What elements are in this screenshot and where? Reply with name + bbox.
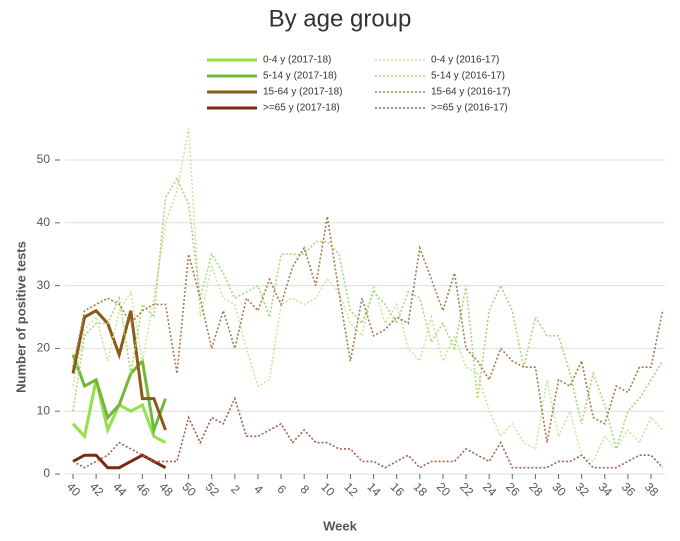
series-line (71, 308, 167, 431)
chart-title: By age group (269, 5, 412, 32)
x-tick-label: 34 (596, 480, 616, 500)
x-tick-label: 42 (87, 480, 107, 500)
legend-label: 15-64 y (2016-17) (431, 87, 511, 98)
y-tick-label: 20 (37, 341, 51, 355)
y-tick-label: 50 (37, 152, 51, 166)
x-axis-label: Week (323, 518, 357, 533)
x-tick-label: 22 (457, 480, 477, 500)
y-axis-label: Number of positive tests (13, 241, 28, 393)
x-tick-label: 28 (526, 480, 546, 500)
legend-label: 0-4 y (2017-18) (263, 55, 331, 66)
y-tick-label: 40 (37, 215, 51, 229)
y-tick-label: 10 (37, 403, 51, 417)
series-line (72, 216, 664, 443)
x-tick-label: 2 (228, 482, 243, 497)
x-tick-label: 36 (619, 480, 639, 500)
x-tick-label: 44 (110, 480, 130, 500)
legend-label: >=65 y (2017-18) (263, 103, 340, 114)
x-tick-label: 16 (388, 480, 408, 500)
y-tick-label: 0 (43, 466, 50, 480)
series-line (72, 396, 664, 469)
x-tick-label: 20 (434, 480, 454, 500)
x-tick-label: 18 (411, 480, 431, 500)
legend-label: 5-14 y (2017-18) (263, 71, 337, 82)
x-tick-label: 38 (642, 480, 662, 500)
legend-label: >=65 y (2016-17) (431, 103, 508, 114)
x-tick-label: 46 (133, 480, 153, 500)
x-tick-label: 32 (573, 480, 593, 500)
legend-label: 15-64 y (2017-18) (263, 87, 343, 98)
x-tick-label: 26 (503, 480, 523, 500)
series-line (72, 177, 664, 452)
x-tick-label: 50 (180, 480, 200, 500)
x-tick-label: 48 (156, 480, 176, 500)
x-tick-label: 40 (64, 480, 84, 500)
x-tick-label: 10 (318, 480, 338, 500)
legend-label: 5-14 y (2016-17) (431, 71, 505, 82)
x-tick-label: 14 (364, 480, 384, 500)
x-tick-label: 4 (251, 482, 266, 497)
series-line (72, 128, 664, 463)
x-tick-label: 24 (480, 480, 500, 500)
series-line (72, 453, 167, 470)
x-tick-label: 52 (203, 480, 223, 500)
x-tick-label: 30 (549, 480, 569, 500)
series-line (71, 354, 167, 436)
x-tick-label: 12 (341, 480, 361, 500)
y-tick-label: 30 (37, 278, 51, 292)
x-tick-label: 8 (297, 482, 312, 497)
legend-label: 0-4 y (2016-17) (431, 55, 499, 66)
x-tick-label: 6 (274, 482, 289, 497)
